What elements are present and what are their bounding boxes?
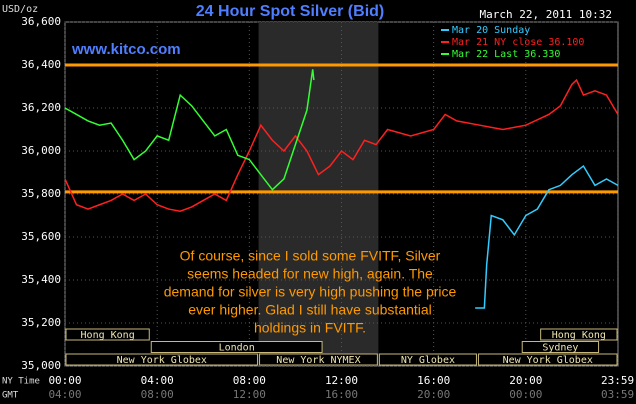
session-bar — [65, 328, 150, 341]
x-tick-label: 23:59 — [601, 374, 634, 387]
legend-entry: Mar 21 NY close 36.100 — [452, 37, 584, 48]
x-tick-label: 04:00 — [141, 374, 174, 387]
session-label: NY Globex — [401, 355, 455, 366]
x-row-label: NY Time — [2, 377, 40, 387]
session-label: Hong Kong — [81, 330, 135, 341]
session-label: London — [219, 343, 255, 354]
session-bar — [540, 328, 618, 341]
gmt-tick-label: 16:00 — [325, 388, 358, 401]
y-tick-label: 35,000 — [21, 359, 61, 372]
gmt-tick-label: 04:00 — [48, 388, 81, 401]
legend-entry: Mar 22 Last 36.330 — [452, 49, 560, 60]
x-tick-label: 20:00 — [509, 374, 542, 387]
session-bar — [477, 353, 618, 366]
y-tick-label: 35,400 — [21, 273, 61, 286]
session-label: New York NYMEX — [276, 355, 360, 366]
session-bar — [521, 341, 600, 353]
series-line — [64, 69, 315, 191]
x-tick-label: 00:00 — [48, 374, 81, 387]
annotation-line: demand for silver is very high pushing t… — [164, 284, 457, 300]
y-tick-label: 36,400 — [21, 58, 61, 71]
x-tick-label: 12:00 — [325, 374, 358, 387]
session-bar — [150, 341, 323, 353]
y-axis-label: USD/oz — [2, 4, 38, 15]
series-line — [64, 78, 619, 212]
session-label: New York Globex — [117, 355, 207, 366]
y-tick-label: 35,600 — [21, 230, 61, 243]
x-tick-label: 08:00 — [233, 374, 266, 387]
session-label: Hong Kong — [552, 330, 606, 341]
gmt-tick-label: 03:59 — [601, 388, 634, 401]
session-label: New York Globex — [503, 355, 593, 366]
x-tick-label: 16:00 — [417, 374, 450, 387]
y-tick-label: 35,200 — [21, 316, 61, 329]
x-row-label: GMT — [2, 391, 19, 401]
series-line — [475, 164, 619, 309]
watermark: www.kitco.com — [71, 41, 181, 58]
timestamp: March 22, 2011 10:32 — [480, 8, 612, 21]
session-bar — [259, 353, 378, 366]
gmt-tick-label: 00:00 — [509, 388, 542, 401]
y-tick-label: 36,600 — [21, 15, 61, 28]
gmt-tick-label: 20:00 — [417, 388, 450, 401]
annotation-line: holdings in FVITF. — [254, 320, 366, 336]
session-bar — [378, 353, 477, 366]
legend-entry: Mar 20 Sunday — [452, 25, 530, 36]
annotation-line: seems headed for new high, again. The — [187, 266, 433, 282]
session-label: Sydney — [542, 343, 578, 354]
y-tick-label: 35,800 — [21, 187, 61, 200]
gmt-tick-label: 08:00 — [141, 388, 174, 401]
annotation-line: ever higher. Glad I still have substanti… — [188, 302, 432, 318]
y-tick-label: 36,200 — [21, 101, 61, 114]
chart-title: 24 Hour Spot Silver (Bid) — [196, 3, 384, 20]
y-tick-label: 36,000 — [21, 144, 61, 157]
session-bar — [65, 353, 259, 366]
annotation-line: Of course, since I sold some FVITF, Silv… — [180, 248, 441, 264]
gmt-tick-label: 12:00 — [233, 388, 266, 401]
shaded-hours — [258, 22, 379, 366]
